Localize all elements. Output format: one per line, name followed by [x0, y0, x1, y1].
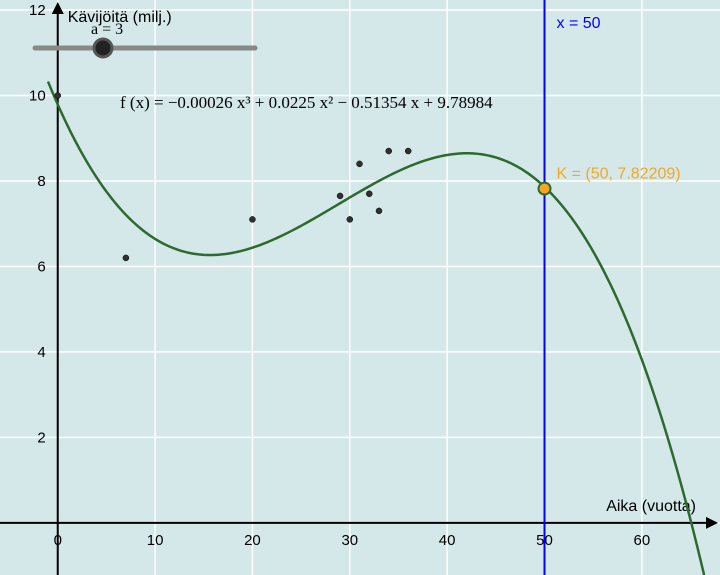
y-tick-label: 12 — [29, 2, 46, 19]
vertical-line-label: x = 50 — [557, 15, 601, 32]
data-point — [376, 208, 382, 214]
slider-label: a = 3 — [91, 21, 123, 38]
key-point-label: K = (50, 7.82209) — [557, 166, 681, 183]
formula-text: f (x) = −0.00026 x³ + 0.0225 x² − 0.5135… — [120, 93, 493, 112]
data-point — [366, 191, 372, 197]
chart-svg: 010203040506024681012Aika (vuotta)Kävijö… — [0, 0, 720, 575]
x-tick-label: 10 — [147, 532, 164, 549]
y-tick-label: 6 — [37, 258, 45, 275]
data-point — [55, 92, 61, 98]
y-tick-label: 10 — [29, 87, 46, 104]
x-tick-label: 30 — [341, 532, 358, 549]
chart-container: 010203040506024681012Aika (vuotta)Kävijö… — [0, 0, 720, 575]
y-tick-label: 4 — [37, 344, 45, 361]
y-tick-label: 8 — [37, 173, 45, 190]
data-point — [347, 216, 353, 222]
y-tick-label: 2 — [37, 429, 45, 446]
data-point — [405, 148, 411, 154]
key-point[interactable] — [539, 183, 551, 195]
x-axis-label: Aika (vuotta) — [606, 498, 696, 515]
data-point — [386, 148, 392, 154]
data-point — [357, 161, 363, 167]
data-point — [337, 193, 343, 199]
data-point — [123, 255, 129, 261]
x-tick-label: 20 — [244, 532, 261, 549]
data-point — [249, 216, 255, 222]
x-tick-label: 40 — [439, 532, 456, 549]
slider-knob[interactable] — [94, 39, 112, 57]
x-tick-label: 60 — [634, 532, 651, 549]
x-tick-label: 0 — [54, 532, 62, 549]
